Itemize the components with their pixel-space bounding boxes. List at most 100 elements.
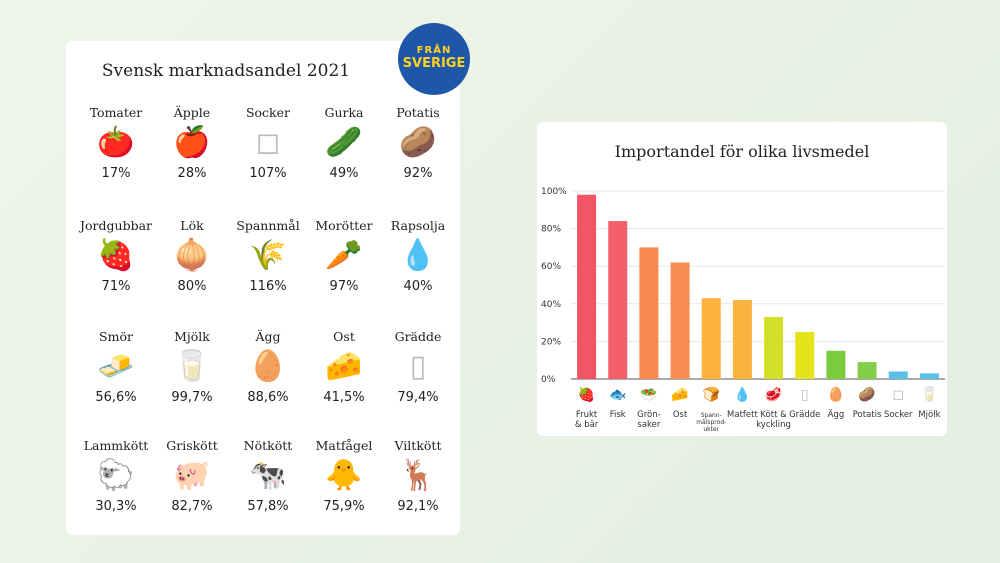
sheep-icon: 🐑 — [97, 458, 135, 493]
market-item: Ägg 🥚 88,6% — [228, 329, 308, 405]
salad-icon: 🥗 — [640, 387, 658, 403]
potato-icon: 🥔 — [399, 125, 437, 160]
x-tick-label: Grön- — [637, 410, 661, 420]
strawberry-icon: 🍓 — [97, 238, 135, 273]
y-tick-label: 20% — [541, 337, 561, 347]
market-item-name: Potatis — [396, 105, 440, 120]
market-item: Tomater 🍅 17% — [76, 105, 156, 181]
market-item-value: 107% — [249, 166, 287, 181]
market-item-name: Spannmål — [236, 218, 300, 233]
bar — [639, 247, 659, 379]
market-item-name: Ägg — [255, 329, 281, 344]
market-item-name: Viltkött — [394, 438, 442, 453]
market-item: Mjölk 🥛 99,7% — [152, 329, 232, 405]
market-item-name: Jordgubbar — [80, 218, 152, 233]
market-item-value: 88,6% — [247, 390, 289, 405]
market-item-value: 28% — [177, 166, 207, 181]
x-tick-label: Frukt — [576, 410, 598, 420]
import-share-panel: Importandel för olika livsmedel 0% 20% 40%… — [537, 122, 947, 436]
bar — [701, 298, 721, 379]
x-tick-label: kyckling — [756, 420, 791, 430]
market-share-panel: Svensk marknadsandel 2021 FRÅN SVERIGE T… — [66, 23, 470, 535]
market-item: Nötkött 🐄 57,8% — [228, 438, 308, 514]
chick-icon: 🐥 — [325, 458, 363, 493]
deer-icon: 🦌 — [399, 458, 437, 493]
market-item: Griskött 🐖 82,7% — [152, 438, 232, 514]
bar — [732, 300, 752, 379]
x-tick-label: ukter — [703, 426, 719, 433]
bar — [577, 194, 597, 379]
market-item-name: Lammkött — [83, 438, 149, 453]
butter-icon: 🧈 — [97, 349, 135, 384]
potato-icon: 🥔 — [858, 386, 876, 403]
market-item: Ost 🧀 41,5% — [304, 329, 384, 405]
y-tick-label: 60% — [541, 262, 561, 272]
x-tick-label: Fisk — [610, 410, 626, 420]
bar — [857, 362, 877, 379]
cream-carton-icon: ▯ — [801, 387, 809, 403]
market-item: Potatis 🥔 92% — [378, 105, 458, 181]
x-tick-label: Potatis — [853, 410, 882, 420]
cheese-icon: 🧀 — [671, 387, 688, 403]
egg-icon: 🥚 — [827, 386, 844, 403]
meat-icon: 🥩 — [765, 386, 782, 403]
market-item: Matfågel 🐥 75,9% — [304, 438, 384, 514]
fish-icon: 🐟 — [609, 387, 626, 403]
market-item-value: 97% — [329, 279, 359, 294]
x-tick-label: målsprod- — [696, 419, 726, 426]
market-item: Spannmål 🌾 116% — [228, 218, 308, 294]
market-item-value: 92% — [403, 166, 433, 181]
x-tick-label: Mjölk — [918, 410, 940, 420]
x-tick-label: Kött & — [760, 410, 787, 420]
y-tick-label: 80% — [541, 225, 561, 235]
from-sweden-badge: FRÅN SVERIGE — [398, 23, 470, 95]
market-item-value: 71% — [101, 279, 131, 294]
y-tick-label: 0% — [541, 375, 556, 385]
market-item: Viltkött 🦌 92,1% — [378, 438, 458, 514]
x-tick-label: Ost — [673, 410, 688, 420]
market-item-value: 17% — [101, 166, 131, 181]
import-share-chart: 0% 20% 40% 60% 80% 100% 🍓 Frukt& bär 🐟 Fisk 🥗 Grön-… — [541, 187, 945, 433]
bar — [795, 332, 815, 379]
market-item-name: Rapsolja — [390, 218, 446, 233]
apple-icon: 🍎 — [173, 125, 211, 160]
market-item: Socker ◻ 107% — [228, 105, 308, 181]
market-item-value: 80% — [177, 279, 207, 294]
market-item: Gurka 🥒 49% — [304, 105, 384, 181]
bar — [826, 350, 846, 379]
market-item: Grädde ▯ 79,4% — [378, 329, 458, 405]
market-item: Lök 🧅 80% — [152, 218, 232, 294]
bread-icon: 🍞 — [703, 386, 720, 403]
cow-icon: 🐄 — [249, 458, 287, 493]
badge-line2: SVERIGE — [402, 56, 466, 71]
market-item-name: Mjölk — [174, 329, 210, 344]
x-tick-label: Matfett — [727, 410, 758, 420]
pig-icon: 🐖 — [173, 458, 211, 493]
x-tick-label: saker — [637, 420, 660, 430]
market-item-name: Lök — [180, 218, 204, 233]
strawberry-icon: 🍓 — [578, 386, 595, 403]
x-tick-label: Spann- — [701, 412, 722, 419]
oil-drop-icon: 💧 — [399, 238, 437, 273]
market-item-value: 41,5% — [323, 390, 365, 405]
market-item-value: 92,1% — [397, 499, 439, 514]
x-tick-label: Grädde — [789, 410, 820, 420]
market-item-value: 82,7% — [171, 499, 213, 514]
cheese-icon: 🧀 — [325, 349, 363, 384]
carrot-icon: 🥕 — [325, 238, 363, 273]
market-item: Morötter 🥕 97% — [304, 218, 384, 294]
market-item-name: Smör — [99, 329, 133, 344]
x-tick-label: & bär — [575, 420, 599, 430]
market-item: Smör 🧈 56,6% — [76, 329, 156, 405]
market-item-name: Nötkött — [243, 438, 293, 453]
grain-icon: 🌾 — [249, 238, 287, 273]
badge-line1: FRÅN — [416, 45, 452, 56]
market-item: Äpple 🍎 28% — [152, 105, 232, 181]
market-item-value: 56,6% — [95, 390, 137, 405]
bar — [888, 371, 908, 379]
market-item-name: Grädde — [394, 329, 442, 344]
sugar-cubes-icon: ◻ — [892, 387, 904, 403]
market-item-value: 99,7% — [171, 390, 213, 405]
market-item-value: 49% — [329, 166, 359, 181]
market-item-value: 116% — [249, 279, 287, 294]
